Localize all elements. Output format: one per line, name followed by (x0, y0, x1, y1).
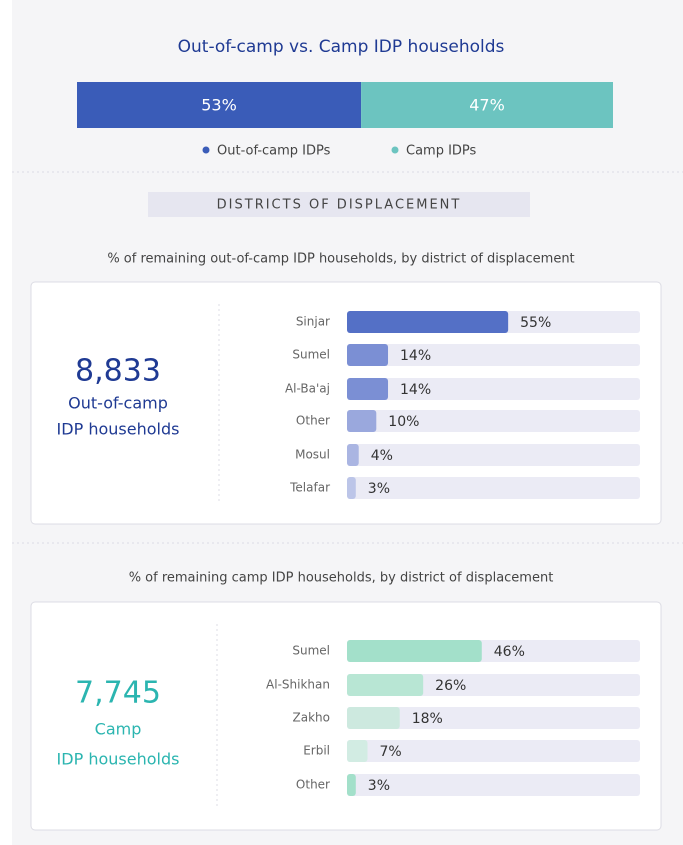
bar-track (347, 344, 640, 366)
value-label: 55% (520, 315, 551, 331)
bar (347, 707, 400, 729)
legend-label: Out-of-camp IDPs (217, 144, 331, 159)
bar-track (347, 774, 640, 796)
bar (347, 378, 389, 400)
value-label: 46% (494, 644, 525, 660)
bar (347, 410, 377, 432)
panel-subtitle: % of remaining camp IDP households, by d… (129, 571, 554, 586)
total-number: 8,833 (75, 354, 161, 389)
bar (347, 740, 368, 762)
total-caption: IDP households (57, 420, 180, 439)
legend-dot (202, 146, 210, 154)
legend-label: Camp IDPs (406, 144, 477, 159)
category-label: Telafar (289, 481, 330, 495)
bar-track (347, 707, 640, 729)
value-label: 18% (412, 711, 443, 727)
total-caption: IDP households (57, 750, 180, 769)
category-label: Other (296, 778, 330, 792)
bar (347, 311, 509, 333)
bar-track (347, 444, 640, 466)
category-label: Erbil (303, 744, 330, 758)
section-box (148, 192, 530, 217)
value-label: 4% (371, 448, 393, 464)
category-label: Sumel (292, 348, 330, 362)
bar (347, 640, 482, 662)
category-label: Al-Ba'aj (285, 382, 330, 396)
value-label: 26% (435, 678, 466, 694)
bar (347, 344, 389, 366)
value-label: 7% (380, 744, 402, 760)
section-title: DISTRICTS OF DISPLACEMENT (217, 198, 462, 213)
bar-track (347, 378, 640, 400)
split-label: 47% (469, 96, 505, 115)
split-segment (361, 82, 613, 128)
category-label: Zakho (293, 711, 330, 725)
value-label: 3% (368, 481, 390, 497)
category-label: Mosul (295, 448, 330, 462)
bar (347, 774, 356, 796)
value-label: 14% (400, 382, 431, 398)
value-label: 14% (400, 348, 431, 364)
total-caption: Out-of-camp (68, 394, 168, 413)
bar-track (347, 477, 640, 499)
split-label: 53% (201, 96, 237, 115)
bar (347, 477, 356, 499)
bar-track (347, 740, 640, 762)
value-label: 10% (388, 414, 419, 430)
split-segment (77, 82, 362, 128)
bar (347, 674, 424, 696)
total-number: 7,745 (75, 676, 161, 711)
category-label: Sinjar (296, 315, 330, 329)
bar-track (347, 410, 640, 432)
bar (347, 444, 359, 466)
total-caption: Camp (95, 720, 142, 739)
value-label: 3% (368, 778, 390, 794)
category-label: Al-Shikhan (266, 678, 330, 692)
category-label: Sumel (292, 644, 330, 658)
legend-dot (391, 146, 399, 154)
panel-subtitle: % of remaining out-of-camp IDP household… (107, 252, 574, 267)
split-title: Out-of-camp vs. Camp IDP households (178, 37, 505, 57)
category-label: Other (296, 414, 330, 428)
